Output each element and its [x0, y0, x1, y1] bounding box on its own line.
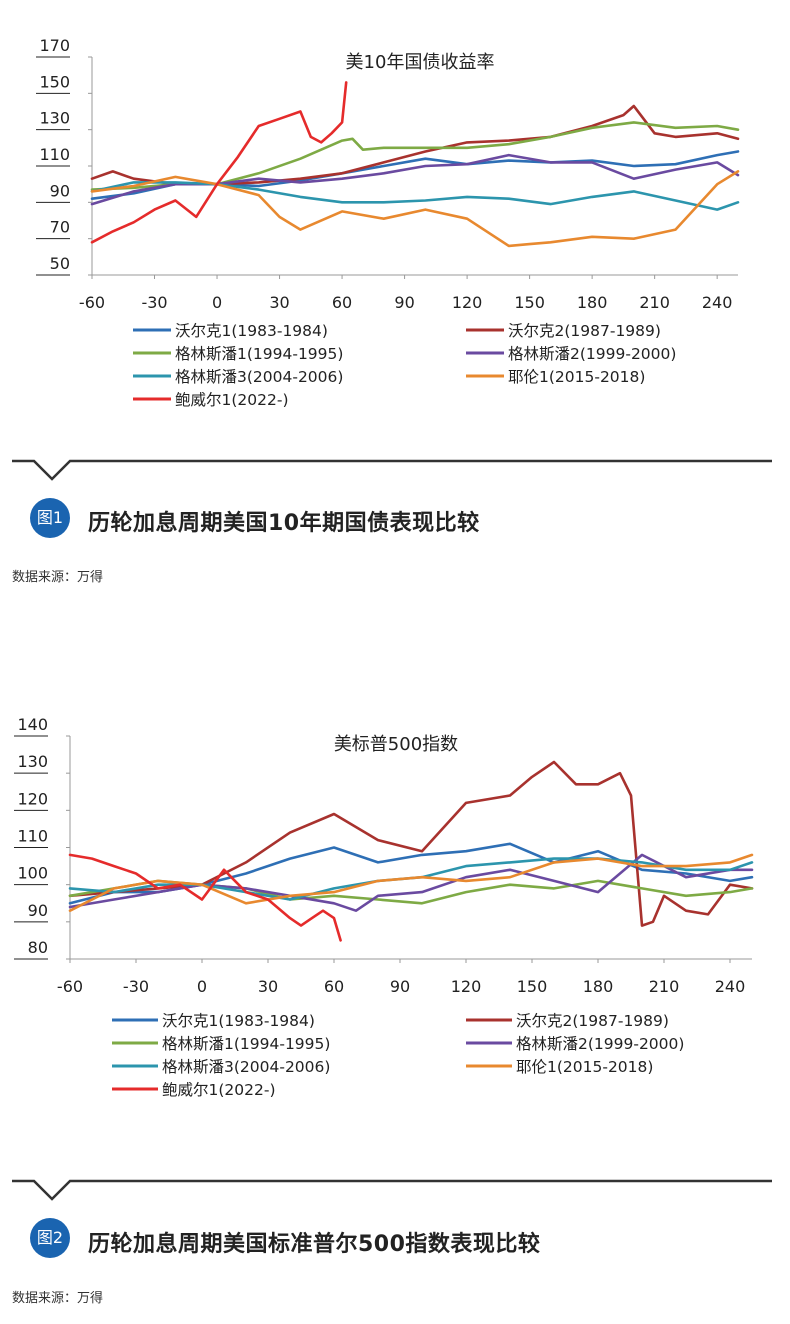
- legend-label: 耶伦1(2015-2018): [508, 368, 645, 386]
- chart-us10y-yield: 50 70 90 110 130 150 170 -60 -30 0 30 60 90 120 150 180…: [0, 30, 790, 425]
- legend-label: 鲍威尔1(2022-): [175, 391, 289, 409]
- legend-label: 格林斯潘2(1999-2000): [516, 1035, 684, 1053]
- legend-label: 格林斯潘1(1994-1995): [162, 1035, 330, 1053]
- series-line: [68, 853, 754, 912]
- x-tick-label: 120: [452, 293, 483, 312]
- figure-source-1: 数据来源：万得: [12, 570, 104, 585]
- y-tick-label: 70: [50, 218, 70, 237]
- figure-title-1: 历轮加息周期美国10年期国债表现比较: [88, 511, 480, 536]
- x-tick-label: 30: [269, 293, 289, 312]
- x-tick-label: 90: [390, 977, 410, 996]
- series-line: [90, 150, 740, 200]
- x-tick-label: 240: [715, 977, 746, 996]
- x-tick-label: 210: [639, 293, 670, 312]
- series-line: [68, 853, 342, 942]
- x-tick-label: 180: [577, 293, 608, 312]
- legend-label: 沃尔克1(1983-1984): [162, 1012, 315, 1030]
- y-tick-label: 110: [17, 827, 48, 846]
- y-tick-label: 130: [17, 752, 48, 771]
- y-tick-label: 90: [28, 901, 48, 920]
- x-tick-label: 120: [451, 977, 482, 996]
- y-tick-label: 150: [39, 72, 70, 91]
- series-line: [90, 104, 740, 186]
- series-line: [90, 81, 348, 244]
- x-tick-label: 0: [197, 977, 207, 996]
- x-tick-label: 180: [583, 977, 614, 996]
- x-tick-label: 30: [258, 977, 278, 996]
- x-tick-label: -30: [141, 293, 167, 312]
- x-tick-label: 210: [649, 977, 680, 996]
- legend-label: 格林斯潘3(2004-2006): [175, 368, 343, 386]
- x-tick-label: 240: [702, 293, 733, 312]
- legend-label: 耶伦1(2015-2018): [516, 1058, 653, 1076]
- x-tick-label: -60: [57, 977, 83, 996]
- x-tick-label: 90: [394, 293, 414, 312]
- y-tick-label: 130: [39, 109, 70, 128]
- y-tick-label: 120: [17, 789, 48, 808]
- chart-title: 美10年国债收益率: [346, 52, 495, 73]
- y-tick-label: 170: [39, 36, 70, 55]
- legend-label: 格林斯潘1(1994-1995): [175, 345, 343, 363]
- legend-label: 沃尔克1(1983-1984): [175, 322, 328, 340]
- x-tick-label: -30: [123, 977, 149, 996]
- x-tick-label: 0: [212, 293, 222, 312]
- y-tick-label: 90: [50, 181, 70, 200]
- legend-label: 格林斯潘3(2004-2006): [162, 1058, 330, 1076]
- chart-title: 美标普500指数: [334, 734, 458, 755]
- chart-sp500-index: 80 90 100 110 120 130 140 -60 -30 0 30 60 90 120 150 18…: [0, 715, 790, 1103]
- chart-sp500-index-svg: 80 90 100 110 120 130 140 -60 -30 0 30 60 90 120 150 18…: [14, 715, 754, 1099]
- y-tick-label: 110: [39, 145, 70, 164]
- x-tick-label: -60: [79, 293, 105, 312]
- y-tick-label: 140: [17, 718, 48, 734]
- legend-label: 鲍威尔1(2022-): [162, 1081, 276, 1099]
- legend-label: 沃尔克2(1987-1989): [508, 322, 661, 340]
- figure-title-2: 历轮加息周期美国标准普尔500指数表现比较: [88, 1232, 541, 1257]
- series-line: [68, 842, 754, 905]
- series-line: [68, 760, 754, 927]
- y-tick-label: 100: [17, 864, 48, 883]
- legend-label: 格林斯潘2(1999-2000): [508, 345, 676, 363]
- section-divider: [12, 459, 772, 481]
- x-tick-label: 150: [517, 977, 548, 996]
- figure-source-2: 数据来源：万得: [12, 1291, 104, 1306]
- series-line: [90, 181, 740, 211]
- figure-badge-2: 图2: [30, 1218, 70, 1258]
- x-tick-label: 150: [514, 293, 545, 312]
- x-tick-label: 60: [324, 977, 344, 996]
- section-divider: [12, 1179, 772, 1201]
- chart-us10y-yield-svg: 50 70 90 110 130 150 170 -60 -30 0 30 60 90 120 150 180…: [36, 36, 740, 409]
- x-tick-label: 60: [332, 293, 352, 312]
- y-tick-label: 50: [50, 254, 70, 273]
- y-tick-label: 80: [28, 938, 48, 957]
- figure-badge-1: 图1: [30, 498, 70, 538]
- legend-label: 沃尔克2(1987-1989): [516, 1012, 669, 1030]
